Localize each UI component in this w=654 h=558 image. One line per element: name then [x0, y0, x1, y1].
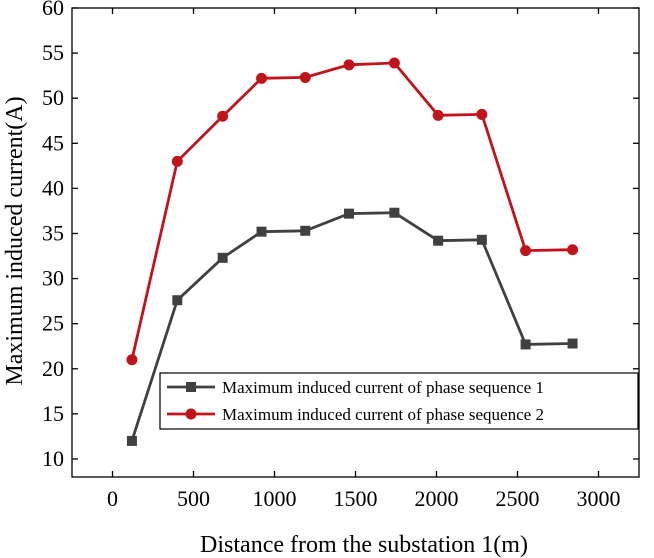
- legend-label-1: Maximum induced current of phase sequenc…: [222, 378, 544, 397]
- series-2-point: [171, 155, 183, 167]
- series-2-point: [476, 108, 488, 120]
- series-1-point: [476, 234, 487, 245]
- series-2-point: [432, 109, 444, 121]
- x-tick-label: 500: [177, 486, 210, 511]
- legend-marker-1: [186, 382, 196, 392]
- y-tick-label: 60: [42, 0, 64, 20]
- y-tick-label: 10: [42, 446, 64, 471]
- y-tick-label: 30: [42, 266, 64, 291]
- x-tick-label: 1500: [334, 486, 378, 511]
- series-2-point: [388, 57, 400, 69]
- series-1-point: [433, 235, 444, 246]
- series-2-point: [256, 72, 268, 84]
- series-1-point: [217, 252, 228, 263]
- x-tick-label: 3000: [577, 486, 621, 511]
- y-tick-label: 55: [42, 40, 64, 65]
- series-1-point: [567, 338, 578, 349]
- x-tick-label: 2000: [415, 486, 459, 511]
- y-tick-label: 15: [42, 401, 64, 426]
- legend-marker-2: [185, 408, 197, 420]
- y-tick-label: 45: [42, 130, 64, 155]
- series-2-point: [299, 71, 311, 83]
- series-1-point: [520, 339, 531, 350]
- series-1-point: [256, 226, 267, 237]
- legend-label-2: Maximum induced current of phase sequenc…: [222, 405, 544, 424]
- x-tick-label: 0: [107, 486, 118, 511]
- series-2-point: [520, 245, 532, 257]
- x-axis-title: Distance from the substation 1(m): [200, 532, 528, 558]
- legend: Maximum induced current of phase sequenc…: [159, 372, 639, 430]
- series-1-point: [389, 207, 400, 218]
- series-2-point: [343, 59, 355, 71]
- y-tick-label: 50: [42, 85, 64, 110]
- y-tick-label: 20: [42, 356, 64, 381]
- series-1-point: [300, 225, 311, 236]
- y-tick-label: 40: [42, 175, 64, 200]
- series-2-point: [126, 354, 138, 366]
- x-tick-label: 1000: [253, 486, 297, 511]
- series-1-point: [344, 208, 355, 219]
- series-1-point: [126, 435, 137, 446]
- series-1-point: [172, 295, 183, 306]
- legend-box: [159, 372, 639, 430]
- y-axis-title: Maximum induced current(A): [2, 96, 28, 385]
- y-tick-label: 25: [42, 311, 64, 336]
- x-tick-label: 2500: [496, 486, 540, 511]
- series-2-point: [567, 244, 579, 256]
- y-tick-label: 35: [42, 220, 64, 245]
- series-2-point: [217, 110, 229, 122]
